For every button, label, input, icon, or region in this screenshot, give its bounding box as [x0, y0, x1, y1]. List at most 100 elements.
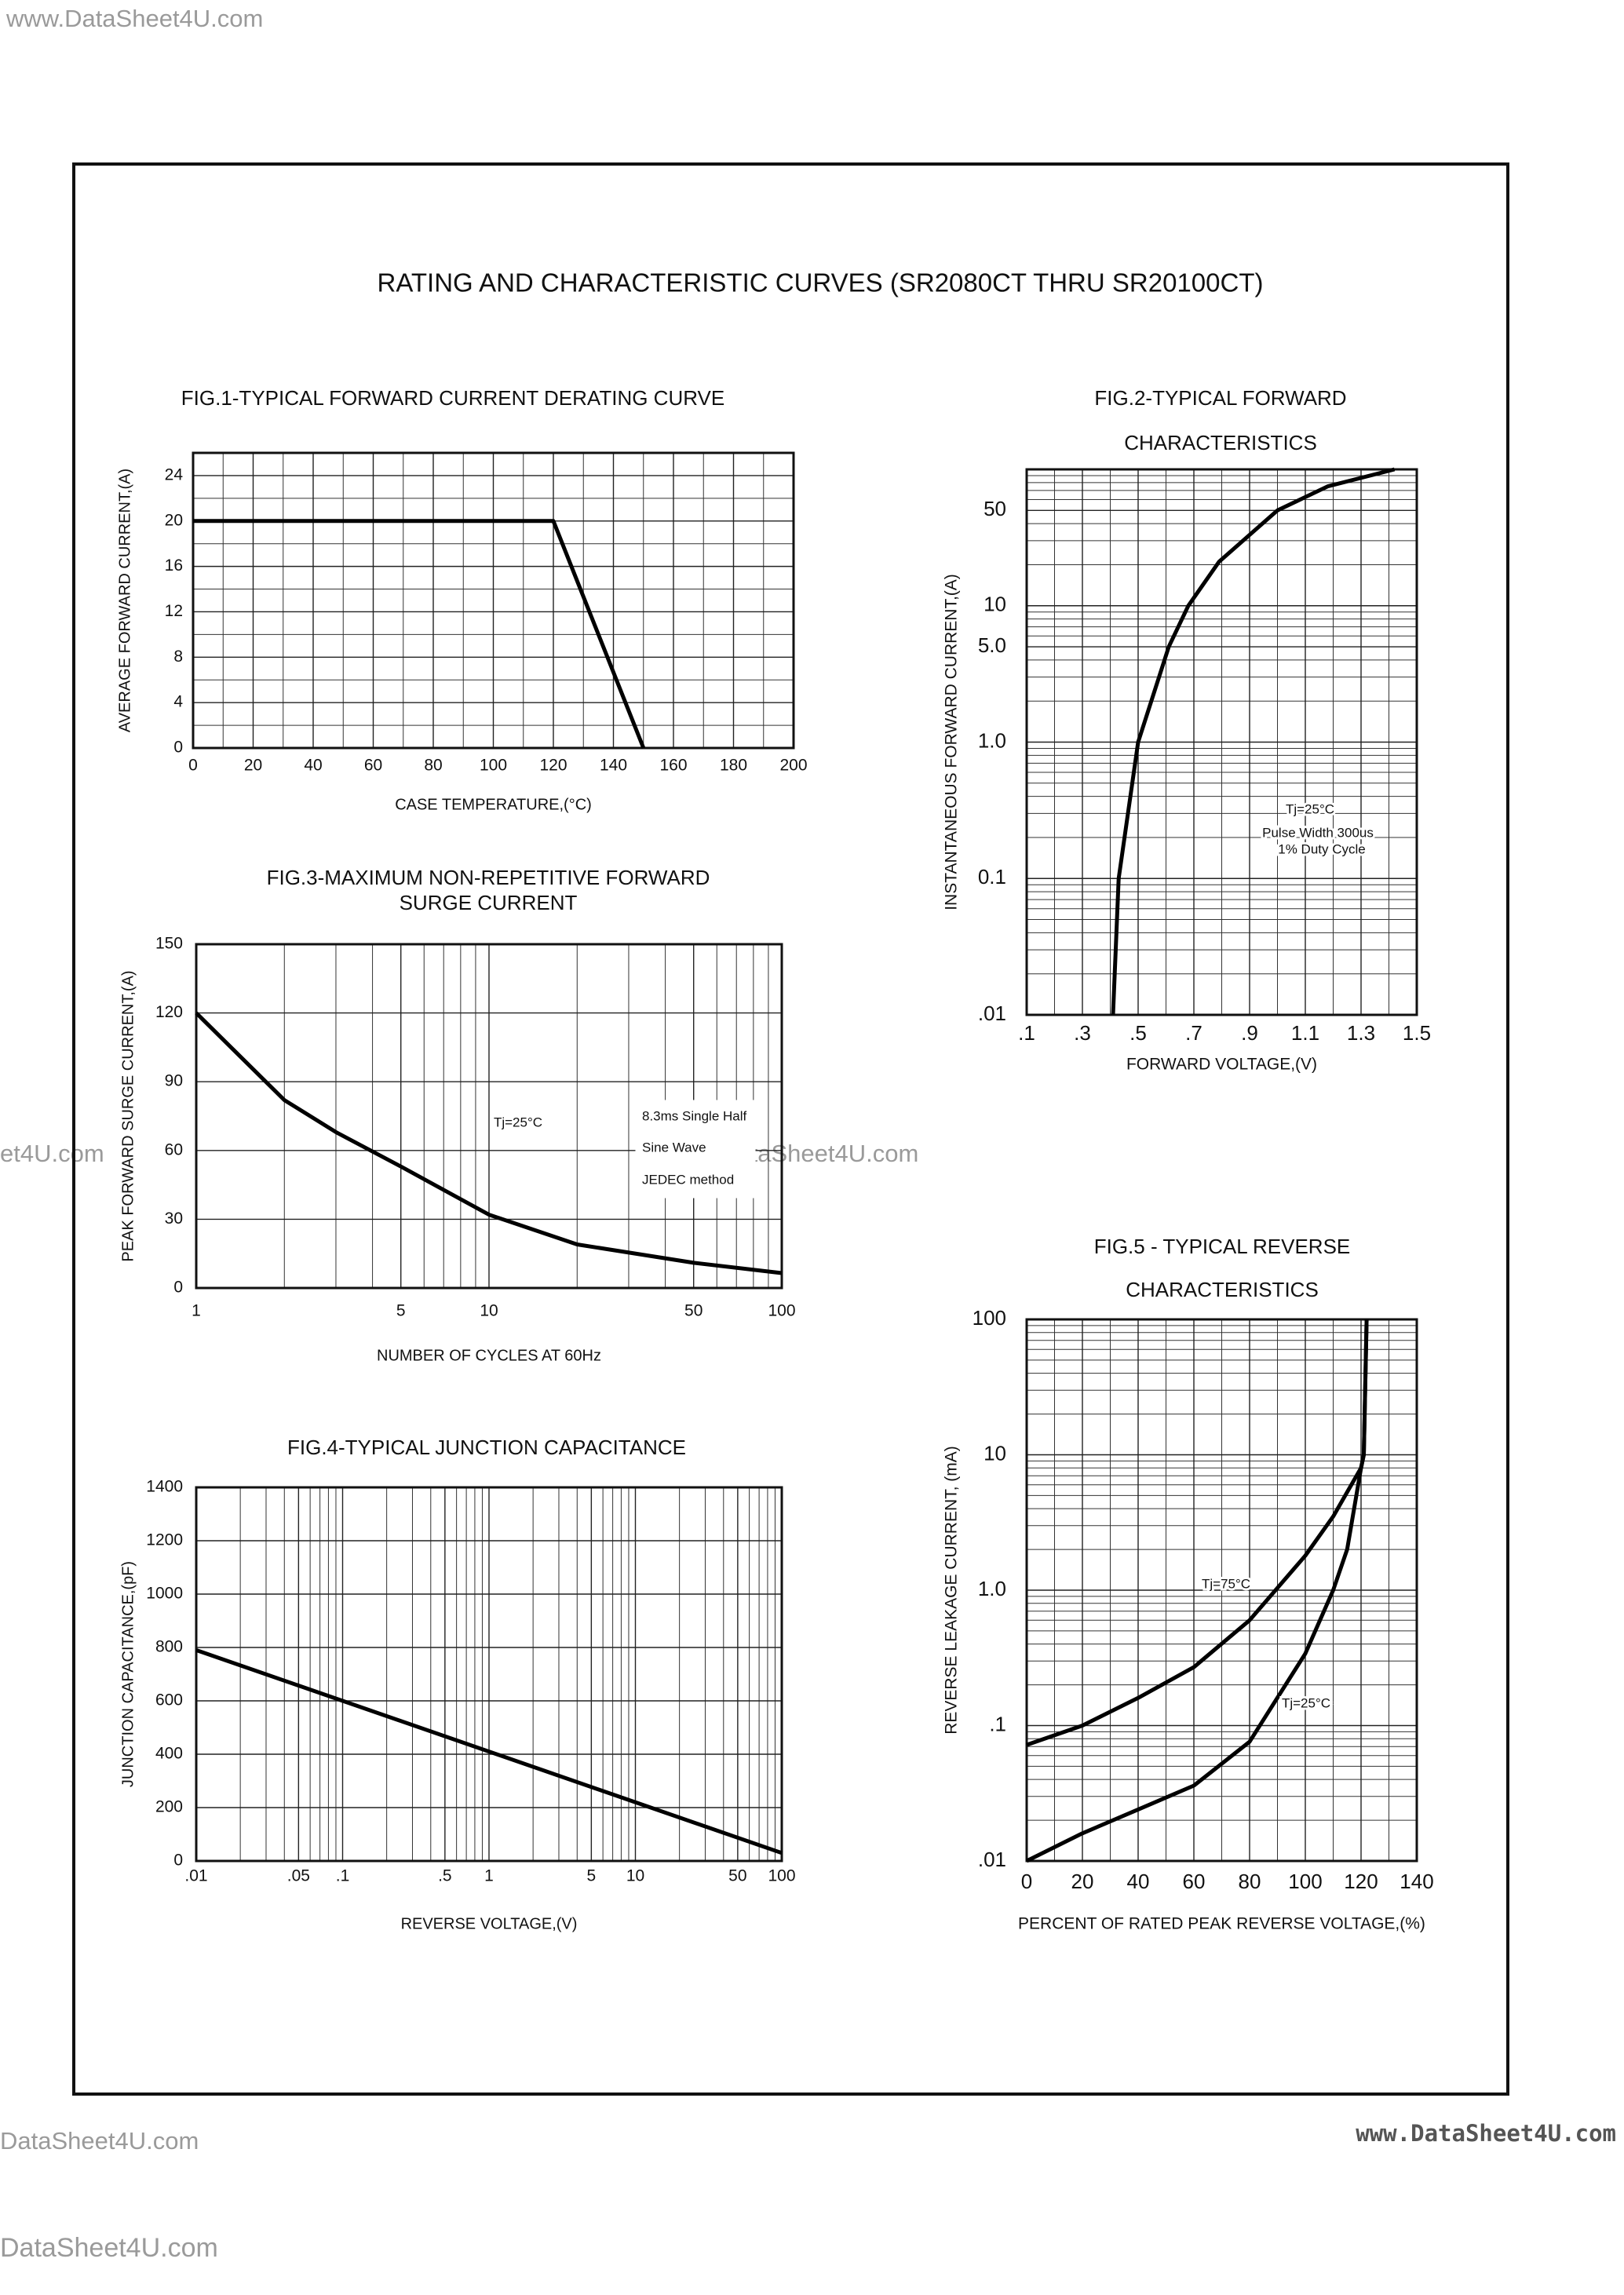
annotation: Tj=25°C: [1286, 801, 1334, 816]
x-tick-label: .01: [184, 1867, 207, 1885]
data-line: [1025, 1319, 1369, 1863]
x-tick-label: 60: [364, 757, 382, 775]
x-tick-label: 50: [728, 1867, 746, 1885]
x-tick-label: .9: [1241, 1021, 1258, 1045]
watermark: DataSheet4U.com: [0, 2233, 218, 2263]
x-tick-label: .1: [1018, 1021, 1035, 1045]
chart: .1 .3 .5 .7 .9 1.1 1.3 1.5 .01 0.1 1.0 5.0 10 50 FIG.2…: [943, 386, 1432, 1074]
x-tick-label: 180: [720, 757, 747, 775]
x-tick-label: 10: [626, 1867, 644, 1885]
y-tick-label: 50: [984, 497, 1006, 520]
x-tick-label: 10: [480, 1302, 498, 1320]
chart: .01.05.1.5 1 5 10 50 100020040060080010001200…: [119, 1436, 795, 1932]
x-axis-label: PERCENT OF RATED PEAK REVERSE VOLTAGE,(%…: [1018, 1915, 1425, 1933]
watermark: DataSheet4U.com: [0, 2127, 199, 2155]
annotation: Sine Wave: [642, 1140, 706, 1155]
x-tick-label: 1: [192, 1302, 201, 1320]
x-axis-label: REVERSE VOLTAGE,(V): [401, 1915, 578, 1932]
x-tick-label: .5: [438, 1867, 452, 1885]
x-tick-label: 200: [779, 757, 807, 775]
y-tick-label: 1200: [146, 1531, 183, 1549]
y-tick-label: 1.0: [978, 1577, 1006, 1600]
y-tick-label: 1000: [146, 1585, 183, 1603]
x-tick-label: .05: [287, 1867, 310, 1885]
chart-title: FIG.4-TYPICAL JUNCTION CAPACITANCE: [287, 1436, 686, 1459]
page-title: RATING AND CHARACTERISTIC CURVES (SR2080…: [378, 268, 1264, 297]
x-axis-label: CASE TEMPERATURE,(°C): [395, 796, 592, 813]
x-tick-label: 40: [1127, 1870, 1150, 1893]
x-tick-label: 100: [768, 1302, 795, 1320]
x-tick-label: 100: [480, 757, 507, 775]
y-tick-label: 8: [173, 648, 183, 666]
plot-frame: [195, 943, 783, 1290]
y-tick-label: 5.0: [978, 633, 1006, 657]
y-tick-label: 400: [155, 1745, 183, 1763]
y-tick-label: 0: [173, 739, 183, 757]
x-tick-label: 140: [600, 757, 627, 775]
y-tick-label: 0: [173, 1852, 183, 1870]
y-tick-label: 12: [165, 602, 183, 620]
y-tick-label: 30: [165, 1210, 183, 1228]
x-tick-label: 100: [768, 1867, 795, 1885]
y-tick-label: 16: [165, 556, 183, 575]
data-line: [1111, 467, 1396, 1016]
y-tick-label: 800: [155, 1638, 183, 1656]
chart-title: FIG.2-TYPICAL FORWARD: [1094, 386, 1346, 410]
y-axis-label: JUNCTION CAPACITANCE,(pF): [119, 1561, 137, 1787]
watermark: www.DataSheet4U.com: [1356, 2120, 1616, 2147]
data-line: [195, 1011, 783, 1275]
annotation: Tj=25°C: [494, 1115, 542, 1129]
annotation-box: [635, 1100, 756, 1199]
x-tick-label: .5: [1130, 1021, 1147, 1045]
y-tick-label: .01: [978, 1002, 1006, 1025]
y-tick-label: .01: [978, 1848, 1006, 1871]
x-tick-label: 20: [1071, 1870, 1094, 1893]
watermark: www.DataSheet4U.com: [5, 5, 263, 32]
chart-title: SURGE CURRENT: [400, 891, 578, 914]
x-tick-label: 0: [188, 757, 198, 775]
y-tick-label: 600: [155, 1691, 183, 1709]
chart-title: FIG.1-TYPICAL FORWARD CURRENT DERATING C…: [181, 386, 724, 410]
y-tick-label: .1: [989, 1712, 1006, 1735]
y-tick-label: 24: [165, 465, 184, 483]
x-tick-label: 160: [659, 757, 687, 775]
y-tick-label: 1.0: [978, 728, 1006, 752]
annotation: 8.3ms Single Half: [642, 1108, 747, 1123]
chart-title: FIG.5 - TYPICAL REVERSE: [1094, 1235, 1351, 1258]
y-tick-label: 150: [155, 935, 183, 953]
data-line: [195, 1648, 783, 1855]
x-tick-label: 1.5: [1403, 1021, 1431, 1045]
series-label: Tj=25°C: [1282, 1695, 1330, 1710]
page-frame: [72, 162, 1509, 2096]
plot-frame: [195, 1486, 783, 1863]
x-axis-label: FORWARD VOLTAGE,(V): [1126, 1056, 1317, 1074]
x-tick-label: 120: [1344, 1870, 1378, 1893]
plot-frame: [1025, 468, 1418, 1016]
y-tick-label: 10: [984, 1441, 1006, 1465]
x-axis-label: NUMBER OF CYCLES AT 60Hz: [377, 1347, 601, 1364]
y-tick-label: 0: [173, 1279, 183, 1297]
x-tick-label: 80: [424, 757, 442, 775]
chart: 1 5 10 50 100 0 30 60 90 120 150 FIG.3-MAXIMUM NON-…: [119, 866, 795, 1364]
y-tick-label: 200: [155, 1798, 183, 1816]
y-tick-label: 90: [165, 1072, 183, 1090]
annotation: Pulse Width 300us: [1262, 825, 1374, 840]
chart-title: FIG.3-MAXIMUM NON-REPETITIVE FORWARD: [267, 866, 710, 889]
x-tick-label: 50: [684, 1302, 703, 1320]
y-tick-label: 1400: [146, 1478, 183, 1496]
x-tick-label: 5: [396, 1302, 406, 1320]
x-tick-label: 120: [539, 757, 567, 775]
chart: 0 20 40 60 80 100 120 140 .01 .1 1.0 10 100 FIG.5 - T…: [943, 1235, 1434, 1933]
x-tick-label: 1.3: [1347, 1021, 1375, 1045]
y-tick-label: 4: [173, 693, 183, 711]
annotation: 1% Duty Cycle: [1278, 841, 1365, 856]
data-line: [193, 519, 646, 749]
y-axis-label: AVERAGE FORWARD CURRENT,(A): [116, 469, 133, 732]
x-tick-label: 1.1: [1291, 1021, 1319, 1045]
x-tick-label: .7: [1185, 1021, 1202, 1045]
plot-frame: [1025, 1318, 1418, 1863]
y-axis-label: PEAK FORWARD SURGE CURRENT,(A): [119, 970, 137, 1261]
x-tick-label: 1: [484, 1867, 494, 1885]
chart-title: CHARACTERISTICS: [1124, 431, 1317, 454]
